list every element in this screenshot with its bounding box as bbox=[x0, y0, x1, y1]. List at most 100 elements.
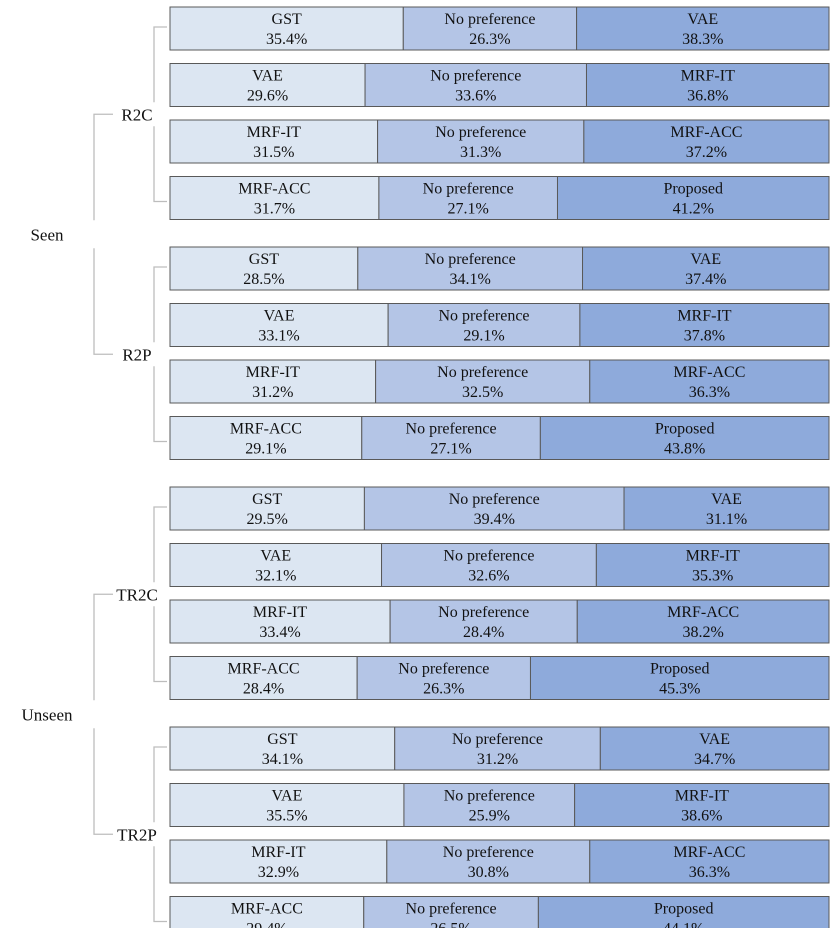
segment-name-label: GST bbox=[252, 491, 282, 508]
segment-value-label: 27.1% bbox=[448, 201, 489, 218]
bar-segment-right bbox=[583, 119, 830, 164]
bar-segment-middle bbox=[387, 303, 581, 347]
bar-segment-left bbox=[169, 656, 358, 700]
segment-value-label: 34.1% bbox=[262, 751, 303, 768]
segment-name-label: Proposed bbox=[663, 181, 723, 198]
segment-value-label: 32.5% bbox=[462, 384, 503, 401]
bar-segment-middle bbox=[403, 783, 576, 827]
bar-segment-middle bbox=[375, 359, 591, 404]
bar-segment-left bbox=[169, 119, 379, 164]
bar-segment-right bbox=[579, 303, 830, 347]
segment-value-label: 35.4% bbox=[266, 31, 307, 48]
group-bracket: Unseen bbox=[22, 593, 113, 835]
segment-value-label: 31.1% bbox=[706, 511, 747, 528]
bar-segment-left bbox=[169, 359, 377, 404]
segment-value-label: 38.2% bbox=[682, 624, 723, 641]
segment-value-label: 37.8% bbox=[684, 328, 725, 345]
bar-segment-middle bbox=[381, 543, 597, 587]
subgroup-label: R2P bbox=[122, 345, 151, 364]
subgroup-bracket: TR2P bbox=[117, 746, 167, 923]
segment-name-label: VAE bbox=[711, 491, 742, 508]
segment-value-label: 31.3% bbox=[460, 144, 501, 161]
bar-row: MRF-IT 31.2% No preference 32.5% MRF-ACC 36.3… bbox=[169, 359, 830, 404]
bar-segment-left bbox=[169, 599, 391, 644]
segment-value-label: 29.1% bbox=[463, 328, 504, 345]
subgroup-bracket-line bbox=[153, 506, 167, 683]
bar-segment-left bbox=[169, 543, 383, 587]
bar-row: VAE 33.1% No preference 29.1% MRF-IT 37.8% bbox=[169, 303, 830, 347]
subgroup-bracket: R2P bbox=[122, 266, 167, 443]
segment-value-label: 41.2% bbox=[673, 201, 714, 218]
bar-segment-right bbox=[599, 726, 830, 771]
segment-name-label: No preference bbox=[435, 124, 526, 141]
bar-segment-right bbox=[539, 416, 830, 460]
segment-value-label: 32.1% bbox=[255, 568, 296, 585]
bar-segment-left bbox=[169, 303, 389, 347]
bar-row: MRF-ACC 29.1% No preference 27.1% Proposed 43… bbox=[169, 416, 830, 460]
segment-name-label: MRF-ACC bbox=[670, 124, 742, 141]
segment-value-label: 29.4% bbox=[246, 921, 287, 928]
segment-value-label: 37.2% bbox=[686, 144, 727, 161]
segment-name-label: VAE bbox=[260, 548, 291, 565]
segment-value-label: 38.3% bbox=[682, 31, 723, 48]
bar-row: MRF-IT 31.5% No preference 31.3% MRF-ACC 37.2… bbox=[169, 119, 830, 164]
bar-segment-right bbox=[537, 896, 830, 928]
segment-name-label: MRF-ACC bbox=[238, 181, 310, 198]
segment-value-label: 28.4% bbox=[463, 624, 504, 641]
segment-name-label: No preference bbox=[443, 548, 534, 565]
segment-value-label: 25.9% bbox=[469, 808, 510, 825]
bar-segment-middle bbox=[377, 119, 585, 164]
bar-segment-right bbox=[576, 599, 830, 644]
group-bracket-line bbox=[93, 593, 113, 835]
segment-value-label: 44.1% bbox=[663, 921, 704, 928]
bar-row: GST 28.5% No preference 34.1% VAE 37.4% bbox=[169, 246, 830, 291]
segment-value-label: 29.5% bbox=[247, 511, 288, 528]
bar-segment-right bbox=[623, 486, 830, 531]
bar-segment-left bbox=[169, 486, 365, 531]
segment-value-label: 35.3% bbox=[692, 568, 733, 585]
segment-name-label: MRF-IT bbox=[246, 364, 300, 381]
segment-value-label: 26.5% bbox=[430, 921, 471, 928]
segment-value-label: 27.1% bbox=[430, 441, 471, 458]
segment-name-label: GST bbox=[267, 731, 297, 748]
segment-value-label: 31.2% bbox=[252, 384, 293, 401]
segment-name-label: No preference bbox=[398, 661, 489, 678]
bar-segment-right bbox=[585, 63, 830, 107]
segment-name-label: GST bbox=[272, 11, 302, 28]
segment-name-label: VAE bbox=[252, 68, 283, 85]
bar-segment-left bbox=[169, 63, 366, 107]
segment-name-label: No preference bbox=[438, 604, 529, 621]
bar-segment-right bbox=[556, 176, 830, 220]
segment-value-label: 45.3% bbox=[659, 681, 700, 698]
subgroup-bracket-line bbox=[153, 266, 167, 443]
bar-segment-middle bbox=[394, 726, 601, 771]
bar-segment-middle bbox=[402, 6, 578, 51]
segment-name-label: No preference bbox=[452, 731, 543, 748]
segment-name-label: MRF-IT bbox=[677, 308, 731, 325]
segment-name-label: No preference bbox=[437, 364, 528, 381]
segment-value-label: 28.5% bbox=[243, 271, 284, 288]
bar-segment-middle bbox=[356, 656, 531, 700]
segment-value-label: 33.4% bbox=[259, 624, 300, 641]
subgroup-label: TR2P bbox=[117, 825, 157, 844]
segment-value-label: 34.7% bbox=[694, 751, 735, 768]
subgroup-bracket-line bbox=[153, 746, 167, 923]
segment-name-label: Proposed bbox=[655, 421, 715, 438]
segment-value-label: 26.3% bbox=[469, 31, 510, 48]
subgroup-bracket-line bbox=[153, 26, 167, 203]
segment-value-label: 31.2% bbox=[477, 751, 518, 768]
segment-name-label: MRF-IT bbox=[686, 548, 740, 565]
segment-name-label: MRF-ACC bbox=[230, 421, 302, 438]
bar-segment-middle bbox=[357, 246, 584, 291]
bar-row: VAE 35.5% No preference 25.9% MRF-IT 38.6% bbox=[169, 783, 830, 827]
segment-name-label: MRF-ACC bbox=[667, 604, 739, 621]
bar-row: MRF-ACC 28.4% No preference 26.3% Proposed 45… bbox=[169, 656, 830, 700]
segment-value-label: 29.6% bbox=[247, 88, 288, 105]
bar-segment-middle bbox=[361, 416, 541, 460]
subgroup-label: TR2C bbox=[116, 585, 158, 604]
segment-name-label: VAE bbox=[690, 251, 721, 268]
group-label: Seen bbox=[30, 225, 64, 244]
group-label: Unseen bbox=[22, 705, 73, 724]
segment-value-label: 33.1% bbox=[258, 328, 299, 345]
